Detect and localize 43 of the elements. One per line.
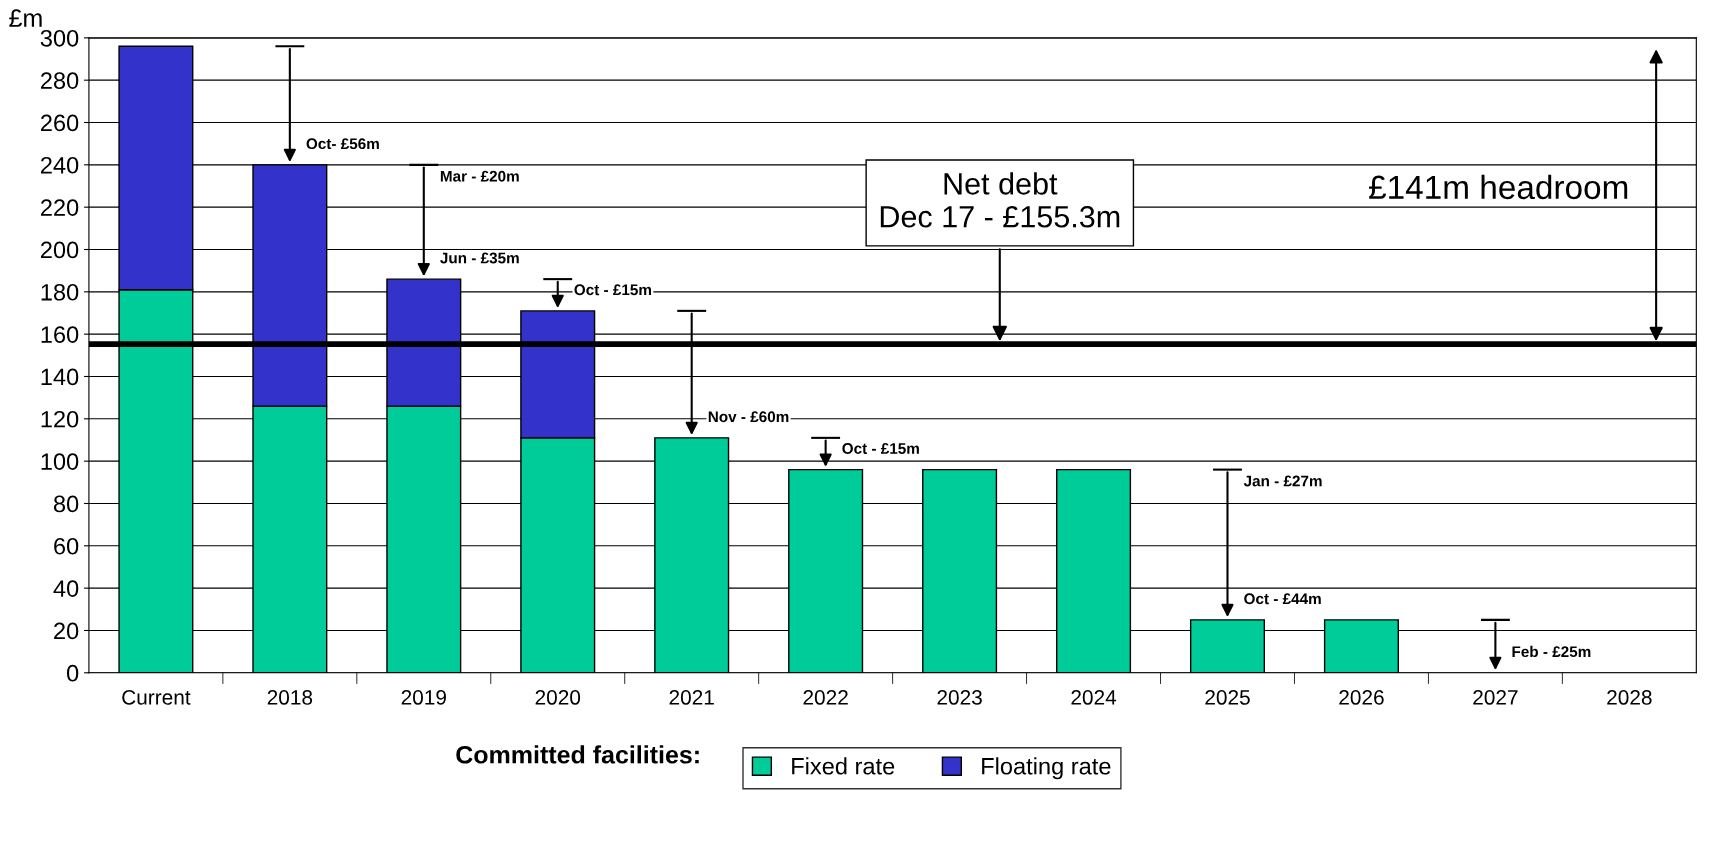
y-tick-label: 0: [66, 664, 79, 682]
annotation: Oct- £56m: [306, 138, 379, 150]
x-tick-label: 2027: [1473, 690, 1518, 705]
y-tick-label: 140: [41, 368, 79, 386]
y-tick-label: 260: [41, 114, 79, 132]
y-tick-label: 60: [54, 537, 79, 555]
annotation: Jan - £27m: [1243, 475, 1322, 487]
y-tick-label: 100: [41, 453, 79, 470]
legend-title: Committed facilities:: [456, 745, 699, 764]
x-tick-label: 2018: [267, 690, 313, 705]
x-tick-label: 2023: [937, 690, 982, 705]
x-tick-label: 2026: [1339, 690, 1384, 705]
x-tick-label: Current: [122, 690, 191, 705]
y-tick-label: 220: [41, 199, 79, 216]
y-tick-label: 200: [41, 241, 79, 259]
y-tick-label: 240: [41, 156, 79, 174]
y-tick-label: 20: [54, 622, 79, 640]
x-tick-label: 2020: [535, 690, 581, 705]
ref-line-label: Net debt Dec 17 - £155.3m: [880, 172, 1120, 228]
x-tick-label: 2019: [401, 690, 446, 705]
annotation: Mar - £20m: [440, 170, 519, 182]
x-tick-label: 2022: [803, 690, 848, 705]
annotation: Nov - £60m: [708, 411, 789, 423]
annotation: Feb - £25m: [1512, 645, 1591, 658]
x-tick-label: 2025: [1205, 690, 1250, 705]
y-tick-label: 40: [53, 580, 79, 597]
y-tick-label: 80: [53, 495, 79, 513]
x-tick-label: 2021: [669, 690, 714, 705]
x-tick-label: 2028: [1607, 690, 1652, 705]
y-tick-label: 160: [41, 326, 79, 343]
annotation: Oct - £15m: [842, 443, 919, 454]
x-tick-label: 2024: [1071, 690, 1117, 705]
legend-label: Fixed rate: [792, 757, 895, 775]
legend-label: Floating rate: [982, 757, 1111, 780]
y-axis-title: £m: [9, 9, 42, 27]
y-tick-label: 280: [41, 72, 79, 89]
y-tick-label: 120: [41, 410, 79, 428]
annotation: Oct - £15m: [574, 284, 651, 296]
annotation: Oct - £44m: [1244, 593, 1321, 605]
y-tick-label: 300: [40, 29, 79, 47]
annotation: £141m headroom: [1369, 174, 1628, 200]
y-tick-label: 180: [41, 283, 79, 301]
annotation: Jun - £35m: [440, 252, 519, 264]
